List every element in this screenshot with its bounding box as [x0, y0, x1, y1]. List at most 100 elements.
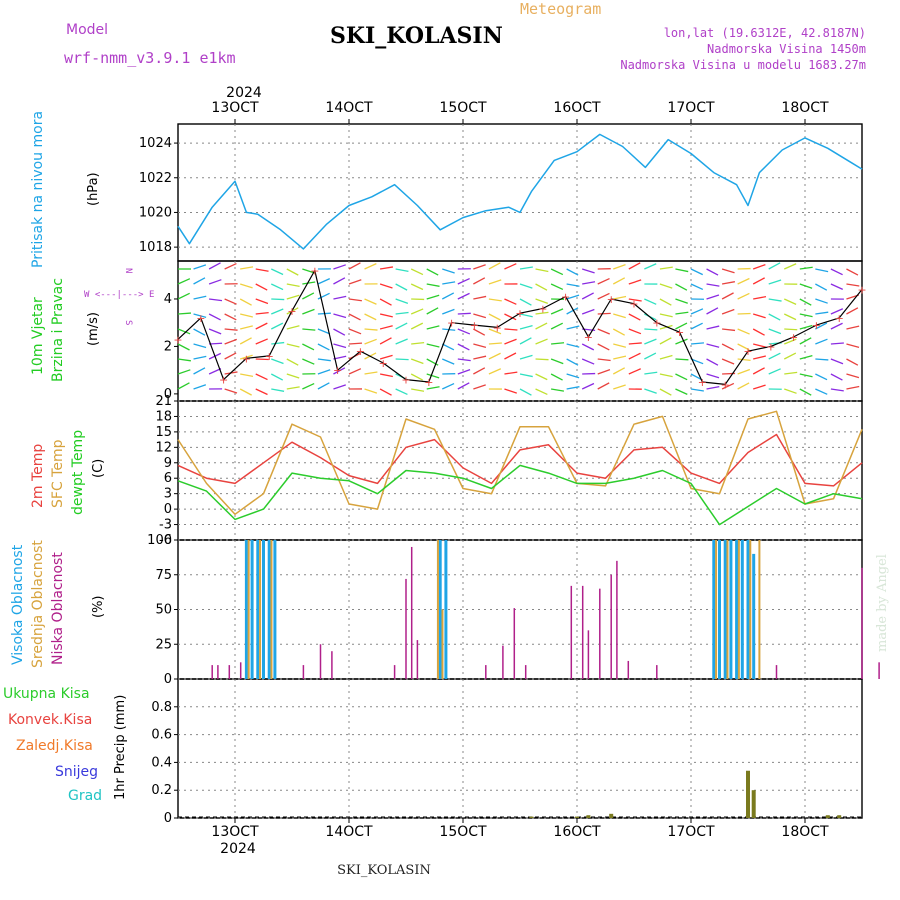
low-cloud-bar	[211, 665, 213, 679]
wind-arrow	[364, 371, 378, 375]
wind-arrow	[597, 312, 611, 315]
wind-arrow	[613, 295, 627, 300]
low-cloud-bar	[331, 651, 333, 679]
wind-arrow	[550, 283, 564, 291]
wind-arrow	[302, 328, 316, 331]
wind-arrow	[488, 342, 502, 345]
wind-arrow	[737, 368, 751, 375]
precip-bar	[746, 770, 750, 818]
wind-arrow	[551, 342, 565, 345]
wind-arrow	[519, 388, 532, 396]
wind-arrow	[690, 268, 704, 276]
cloud-ytick-label: 75	[155, 568, 172, 583]
wind-arrow	[581, 292, 594, 300]
pressure-label: Pritisak na nivou mora	[30, 111, 46, 268]
wind-arrow	[333, 264, 346, 270]
wind-arrow	[659, 298, 672, 306]
mid-cloud-bar	[259, 540, 262, 679]
wind-arrow	[799, 354, 813, 360]
wind-arrow	[737, 382, 750, 390]
wind-arrow	[379, 325, 393, 330]
wind-arrow	[364, 338, 377, 345]
wind-arrow	[457, 343, 470, 351]
wind-arrow	[768, 368, 781, 375]
wind-arrow	[504, 338, 517, 345]
wind-arrow	[815, 322, 828, 330]
wind-arrow	[364, 263, 377, 270]
wind-gust-marker: +	[743, 345, 752, 358]
wind-arrow	[690, 342, 705, 345]
wind-arrow	[830, 388, 844, 392]
precip-unit: 1hr Precip (mm)	[113, 695, 128, 800]
wind-arrow	[675, 311, 689, 315]
wind-gust-marker: +	[584, 331, 593, 344]
wind-arrow	[706, 385, 720, 390]
wind-arrow	[612, 328, 625, 336]
wind-arrow	[395, 358, 409, 361]
temp-ytick-label: 12	[155, 440, 172, 455]
wind-gust-marker: +	[652, 317, 661, 330]
precip-ytick-label: 0.2	[151, 783, 172, 798]
wind-arrow	[302, 292, 315, 300]
wind-arrow	[317, 328, 331, 335]
low-cloud-bar	[599, 588, 601, 679]
precip-bar	[837, 815, 842, 818]
model-altitude-text: Nadmorska Visina u modelu 1683.27m	[620, 58, 866, 72]
wind-arrow	[752, 328, 765, 336]
wind-arrow	[783, 352, 797, 360]
wind-arrow	[410, 268, 424, 276]
wind-arrow	[239, 298, 252, 306]
wind-gust-marker: +	[561, 291, 570, 304]
wind-arrow	[784, 298, 797, 305]
wind-arrow	[550, 373, 563, 381]
wind-arrow	[317, 369, 331, 375]
low-cloud-bar	[610, 574, 612, 679]
wind-gust-marker: +	[242, 352, 251, 365]
wind-arrow	[302, 382, 315, 390]
wind-arrow	[286, 283, 300, 288]
temp-ytick-label: 0	[164, 502, 172, 517]
temp-panel-labels: 2m Temp SFC Temp dewpt Temp (C)	[30, 430, 106, 515]
temp-ytick-label: 21	[155, 394, 172, 409]
wind-arrow	[317, 343, 330, 351]
high-cloud-bar	[752, 553, 756, 679]
low-cloud-bar	[656, 665, 658, 679]
wind-arrow	[613, 264, 626, 270]
wind-arrow	[239, 283, 253, 289]
top-date-label: 14OCT	[325, 100, 373, 116]
low-cloud-bar	[239, 662, 242, 679]
wind-arrow	[317, 278, 331, 285]
wind-arrow	[613, 343, 627, 348]
wind-arrow	[193, 343, 207, 349]
wind-arrow	[519, 266, 533, 270]
wind-arrow	[846, 268, 859, 276]
compass-north: N	[123, 268, 133, 273]
wind-arrow	[473, 277, 486, 285]
wind-arrow	[752, 367, 765, 375]
wind-arrow	[193, 277, 206, 285]
wind-arrow	[193, 367, 206, 375]
wind-arrow	[550, 388, 565, 392]
wind-arrow	[830, 358, 844, 365]
cloud-panel-labels: Visoka Oblacnost Srednja Oblacnost Niska…	[10, 540, 106, 668]
wind-arrow	[348, 342, 363, 345]
high-cloud-bar	[256, 540, 260, 679]
wind-arrow	[768, 313, 781, 321]
wind-arrow	[395, 388, 408, 396]
low-cloud-bar	[405, 578, 407, 679]
bottom-date-label: 15OCT	[439, 824, 487, 840]
wind-arrow	[193, 264, 207, 270]
wind-arrow	[270, 268, 284, 276]
wind-arrow	[333, 367, 346, 375]
wind-arrow	[411, 342, 425, 345]
wind-gust-marker: +	[333, 364, 342, 377]
wind-arrow	[721, 343, 734, 351]
wind-arrow	[302, 281, 316, 285]
wind-arrow	[519, 354, 533, 360]
wind-arrow	[659, 373, 673, 378]
compass-west-east: W <---|---> E	[84, 290, 154, 300]
pressure-ytick-label: 1020	[139, 205, 172, 220]
wind-gust-marker: +	[857, 283, 866, 296]
wind-arrow	[426, 268, 439, 276]
mid-cloud-bar	[441, 609, 444, 679]
